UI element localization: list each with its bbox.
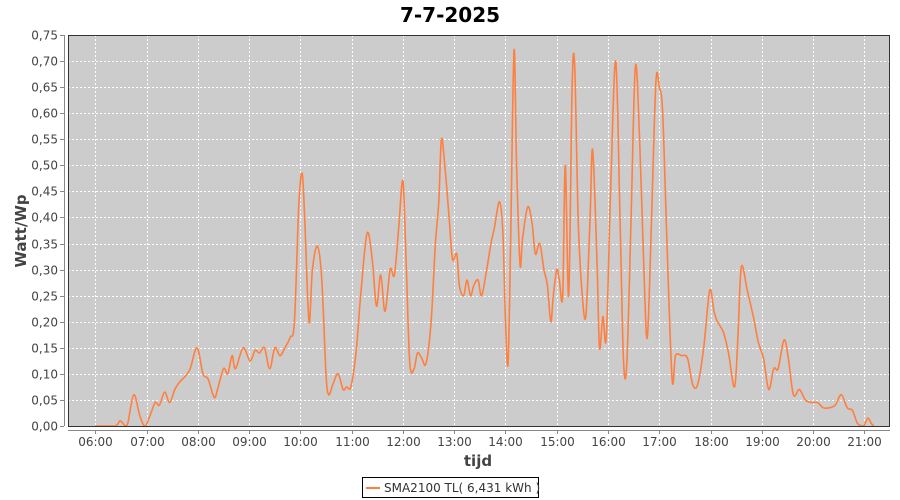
x-tick-label: 17:00 bbox=[642, 435, 677, 449]
x-tick-label: 16:00 bbox=[591, 435, 626, 449]
x-tick-label: 06:00 bbox=[78, 435, 113, 449]
plot-area bbox=[68, 35, 890, 426]
y-tick-label: 0,55 bbox=[31, 133, 58, 147]
y-axis: 0,00 0,05 0,10 0,15 0,20 0,25 0,30 0,35 0,40 0,45… bbox=[31, 29, 65, 434]
y-axis-label: Watt/Wp bbox=[12, 194, 30, 267]
y-tick-label: 0,10 bbox=[31, 368, 58, 382]
series-line bbox=[95, 48, 875, 427]
y-tick-label: 0,25 bbox=[31, 290, 58, 304]
y-tick-label: 0,35 bbox=[31, 238, 58, 252]
x-tick-label: 15:00 bbox=[540, 435, 575, 449]
x-tick-label: 08:00 bbox=[181, 435, 216, 449]
x-tick-label: 18:00 bbox=[694, 435, 729, 449]
chart-title: 7-7-2025 bbox=[400, 3, 500, 27]
y-tick-label: 0,05 bbox=[31, 394, 58, 408]
x-axis: 06:00 07:00 08:00 09:00 10:00 11:00 12:00 13:00… bbox=[68, 430, 890, 449]
x-tick-label: 20:00 bbox=[796, 435, 831, 449]
y-tick-label: 0,45 bbox=[31, 185, 58, 199]
x-tick-label: 12:00 bbox=[386, 435, 421, 449]
y-tick-label: 0,60 bbox=[31, 107, 58, 121]
x-tick-label: 14:00 bbox=[488, 435, 523, 449]
y-tick-label: 0,70 bbox=[31, 55, 58, 69]
x-tick-label: 07:00 bbox=[130, 435, 165, 449]
x-tick-label: 21:00 bbox=[847, 435, 882, 449]
x-axis-label: tijd bbox=[464, 452, 492, 470]
x-tick-label: 10:00 bbox=[283, 435, 318, 449]
y-tick-label: 0,40 bbox=[31, 211, 58, 225]
legend-box bbox=[362, 477, 539, 498]
y-tick-label: 0,75 bbox=[31, 29, 58, 43]
plot-border bbox=[68, 35, 890, 427]
y-tick-label: 0,30 bbox=[31, 264, 58, 278]
y-tick-label: 0,20 bbox=[31, 316, 58, 330]
y-tick-label: 0,65 bbox=[31, 81, 58, 95]
gridlines bbox=[68, 35, 890, 426]
x-tick-label: 13:00 bbox=[437, 435, 472, 449]
legend-entry: SMA2100 TL( 6,431 kWh ) bbox=[384, 481, 540, 495]
y-tick-label: 0,50 bbox=[31, 159, 58, 173]
x-tick-label: 11:00 bbox=[335, 435, 370, 449]
y-tick-label: 0,00 bbox=[31, 420, 58, 434]
y-tick-label: 0,15 bbox=[31, 342, 58, 356]
x-tick-label: 09:00 bbox=[232, 435, 267, 449]
x-tick-label: 19:00 bbox=[745, 435, 780, 449]
legend: SMA2100 TL( 6,431 kWh ) bbox=[362, 477, 540, 498]
